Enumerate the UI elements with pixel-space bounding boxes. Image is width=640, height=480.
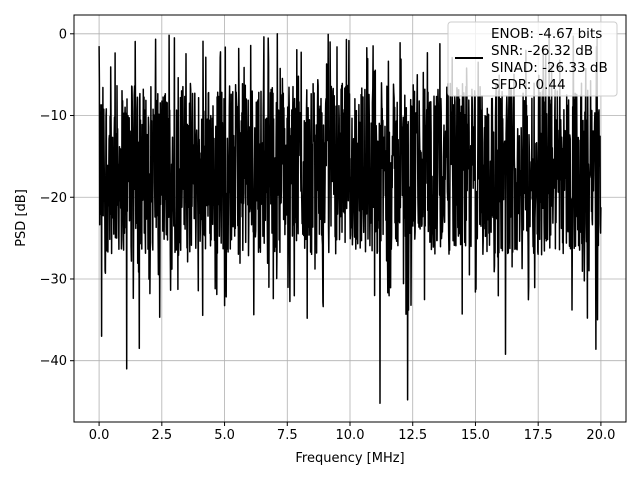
y-tick-label: −30 — [40, 272, 67, 287]
legend: ENOB: -4.67 bits SNR: -26.32 dB SINAD: -… — [447, 21, 618, 97]
x-tick-label: 17.5 — [524, 428, 553, 443]
x-tick-label: 10.0 — [336, 428, 365, 443]
psd-line — [98, 33, 602, 404]
y-tick-label: −20 — [40, 191, 67, 206]
legend-entry-snr: SNR: -26.32 dB — [491, 43, 593, 59]
x-tick-label: 20.0 — [586, 428, 615, 443]
x-axis-label: Frequency [MHz] — [295, 451, 404, 466]
x-tick-label: 12.5 — [398, 428, 427, 443]
legend-entry-enob: ENOB: -4.67 bits — [491, 26, 602, 42]
x-tick-label: 0.0 — [89, 428, 110, 443]
y-axis-label: PSD [dB] — [14, 189, 29, 247]
legend-box — [447, 21, 618, 97]
axis-ticks: 0.0 2.5 5.0 7.5 10.0 12.5 15.0 17.5 20.0 0 −10 −20 −… — [40, 27, 616, 443]
legend-entry-sfdr: SFDR: 0.44 — [491, 77, 566, 93]
legend-entry-sinad: SINAD: -26.33 dB — [491, 60, 608, 76]
psd-series — [98, 33, 602, 404]
x-tick-label: 15.0 — [461, 428, 490, 443]
x-tick-label: 2.5 — [151, 428, 172, 443]
y-tick-label: 0 — [59, 27, 67, 42]
x-tick-label: 5.0 — [214, 428, 235, 443]
x-tick-label: 7.5 — [277, 428, 298, 443]
y-tick-label: −10 — [40, 109, 67, 124]
y-tick-label: −40 — [40, 354, 67, 369]
